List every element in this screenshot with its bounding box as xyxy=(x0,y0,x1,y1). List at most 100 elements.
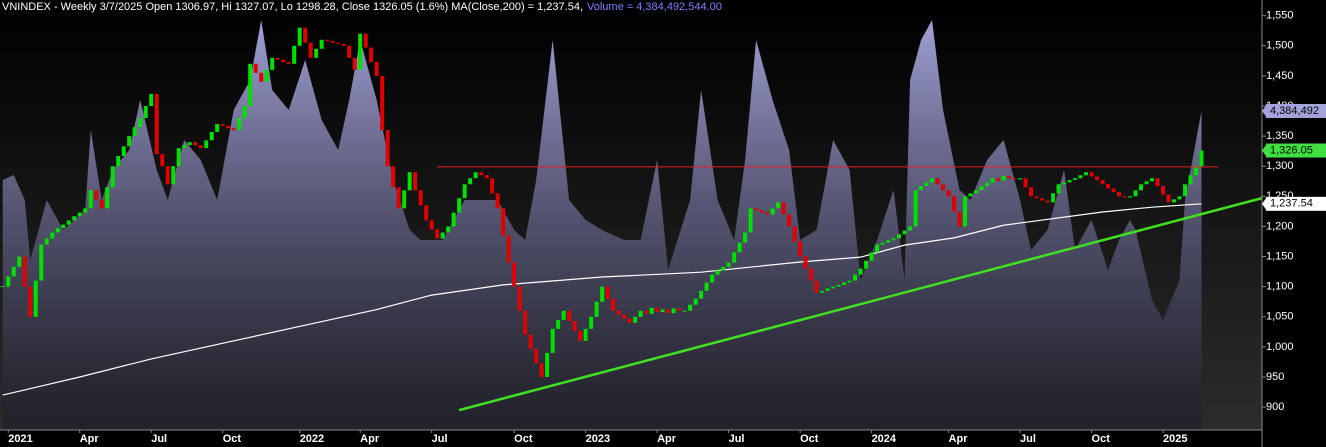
candle xyxy=(688,304,693,311)
candle xyxy=(138,118,143,128)
candle xyxy=(968,193,973,197)
candle xyxy=(1188,175,1193,185)
candle xyxy=(902,230,907,235)
candle xyxy=(99,199,104,209)
candle xyxy=(748,208,753,233)
candle xyxy=(220,124,225,126)
candle xyxy=(1051,193,1056,203)
candle xyxy=(726,262,731,267)
candle xyxy=(649,307,654,314)
candle xyxy=(44,238,49,245)
candle xyxy=(759,210,764,213)
candle xyxy=(215,124,220,132)
candle xyxy=(176,148,181,167)
candle xyxy=(655,307,660,312)
candle xyxy=(1177,196,1182,200)
candle xyxy=(809,268,814,281)
candle xyxy=(292,45,297,64)
candle xyxy=(1089,172,1094,177)
candle xyxy=(1122,196,1127,198)
x-tick-label: Apr xyxy=(949,433,969,445)
y-tick-label: 1,000 xyxy=(1266,341,1294,353)
candle xyxy=(479,172,484,176)
candle xyxy=(259,72,264,82)
candle xyxy=(468,178,473,185)
candle xyxy=(110,166,115,188)
candle xyxy=(847,280,852,283)
candle xyxy=(908,226,913,231)
candle xyxy=(1199,150,1204,167)
candle xyxy=(424,205,429,221)
y-tick-label: 1,100 xyxy=(1266,281,1294,293)
chart-title: VNINDEX - Weekly 3/7/2025 Open 1306.97, … xyxy=(2,1,583,13)
candle xyxy=(132,127,137,137)
candle xyxy=(116,155,121,167)
candle xyxy=(897,234,902,239)
candle xyxy=(94,190,99,200)
candle xyxy=(858,268,863,275)
candle xyxy=(875,244,880,253)
x-tick-label: 2024 xyxy=(872,433,897,445)
y-tick-label: 1,200 xyxy=(1266,220,1294,232)
candle xyxy=(506,235,511,263)
candle xyxy=(297,27,302,46)
y-tick-label: 1,500 xyxy=(1266,40,1294,52)
candle xyxy=(561,310,566,320)
candle xyxy=(501,208,506,236)
candle xyxy=(616,310,621,315)
candle xyxy=(1172,199,1177,203)
candle xyxy=(1029,187,1034,197)
candle xyxy=(187,142,192,146)
candle xyxy=(825,288,830,291)
candle xyxy=(6,276,11,287)
candle xyxy=(682,310,687,312)
candle xyxy=(1166,194,1171,203)
candle xyxy=(798,241,803,257)
candle xyxy=(869,252,874,261)
candle xyxy=(77,212,82,217)
x-tick-label: 2023 xyxy=(586,433,610,445)
candle xyxy=(314,48,319,58)
candle xyxy=(264,69,269,82)
candle xyxy=(512,262,517,287)
candle xyxy=(737,242,742,253)
candle xyxy=(83,208,88,213)
candle xyxy=(974,190,979,194)
candle xyxy=(985,182,990,187)
candle xyxy=(710,274,715,283)
candle xyxy=(451,212,456,227)
candle xyxy=(22,256,27,287)
candle xyxy=(919,186,924,191)
candle xyxy=(523,310,528,335)
candle xyxy=(446,226,451,233)
y-tick-label: 1,150 xyxy=(1266,250,1294,262)
candle xyxy=(605,286,610,299)
candle xyxy=(275,57,280,60)
candle xyxy=(473,172,478,179)
candle xyxy=(11,266,16,277)
x-tick-label: Jul xyxy=(1020,433,1036,445)
candle xyxy=(671,308,676,314)
candle xyxy=(193,142,198,146)
candle xyxy=(550,328,555,353)
candle xyxy=(957,211,962,227)
candle xyxy=(611,298,616,311)
candle xyxy=(638,310,643,317)
candle xyxy=(490,178,495,194)
candle xyxy=(330,40,335,43)
y-tick-label: 950 xyxy=(1266,371,1284,383)
candle xyxy=(924,182,929,187)
x-tick-label: Jul xyxy=(432,433,448,445)
candle xyxy=(105,187,110,209)
y-tick-label: 1,550 xyxy=(1266,10,1294,22)
x-tick-label: Jul xyxy=(729,433,745,445)
candle xyxy=(396,187,401,209)
candle xyxy=(528,334,533,349)
y-tick-label: 900 xyxy=(1266,401,1284,413)
candle xyxy=(886,240,891,243)
candle xyxy=(781,202,786,215)
candle xyxy=(88,190,93,209)
candle xyxy=(666,309,671,314)
candle xyxy=(963,196,968,227)
candle xyxy=(891,238,896,241)
